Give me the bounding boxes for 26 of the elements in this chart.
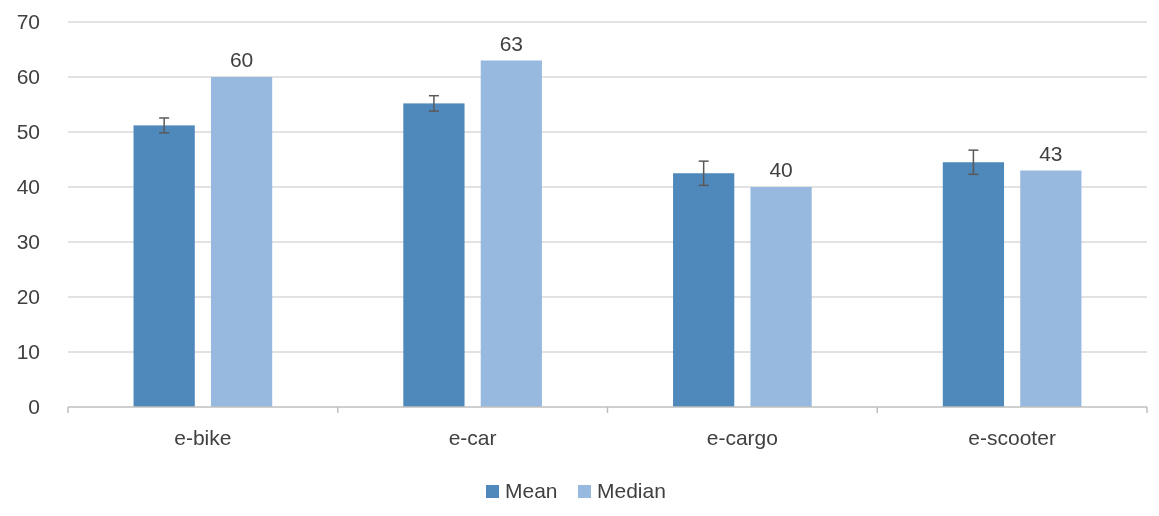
bar	[942, 162, 1005, 407]
y-tick-label: 60	[16, 65, 40, 89]
y-tick-label: 10	[16, 340, 40, 364]
y-tick-label: 40	[16, 175, 40, 199]
x-tick-label: e-scooter	[968, 426, 1056, 449]
y-tick-label: 0	[28, 395, 40, 419]
data-label: 60	[229, 48, 254, 71]
data-label: 40	[769, 158, 793, 181]
legend-label: Median	[597, 479, 666, 502]
x-tick-label: e-car	[448, 426, 497, 449]
data-label: 43	[1039, 141, 1063, 165]
bar	[673, 173, 735, 407]
legend-label: Mean	[505, 479, 558, 502]
bar	[133, 125, 195, 407]
bar	[750, 187, 812, 407]
y-tick-label: 30	[16, 230, 40, 254]
y-tick-label: 20	[16, 285, 40, 309]
bar	[1020, 170, 1082, 407]
y-tick-label: 50	[16, 120, 40, 144]
bar	[210, 77, 273, 407]
bar	[403, 103, 465, 407]
x-tick-label: e-bike	[174, 426, 232, 449]
y-tick-label: 70	[16, 10, 40, 34]
bar	[480, 60, 542, 407]
x-tick-label: e-cargo	[706, 426, 778, 449]
data-label: 63	[499, 31, 524, 55]
